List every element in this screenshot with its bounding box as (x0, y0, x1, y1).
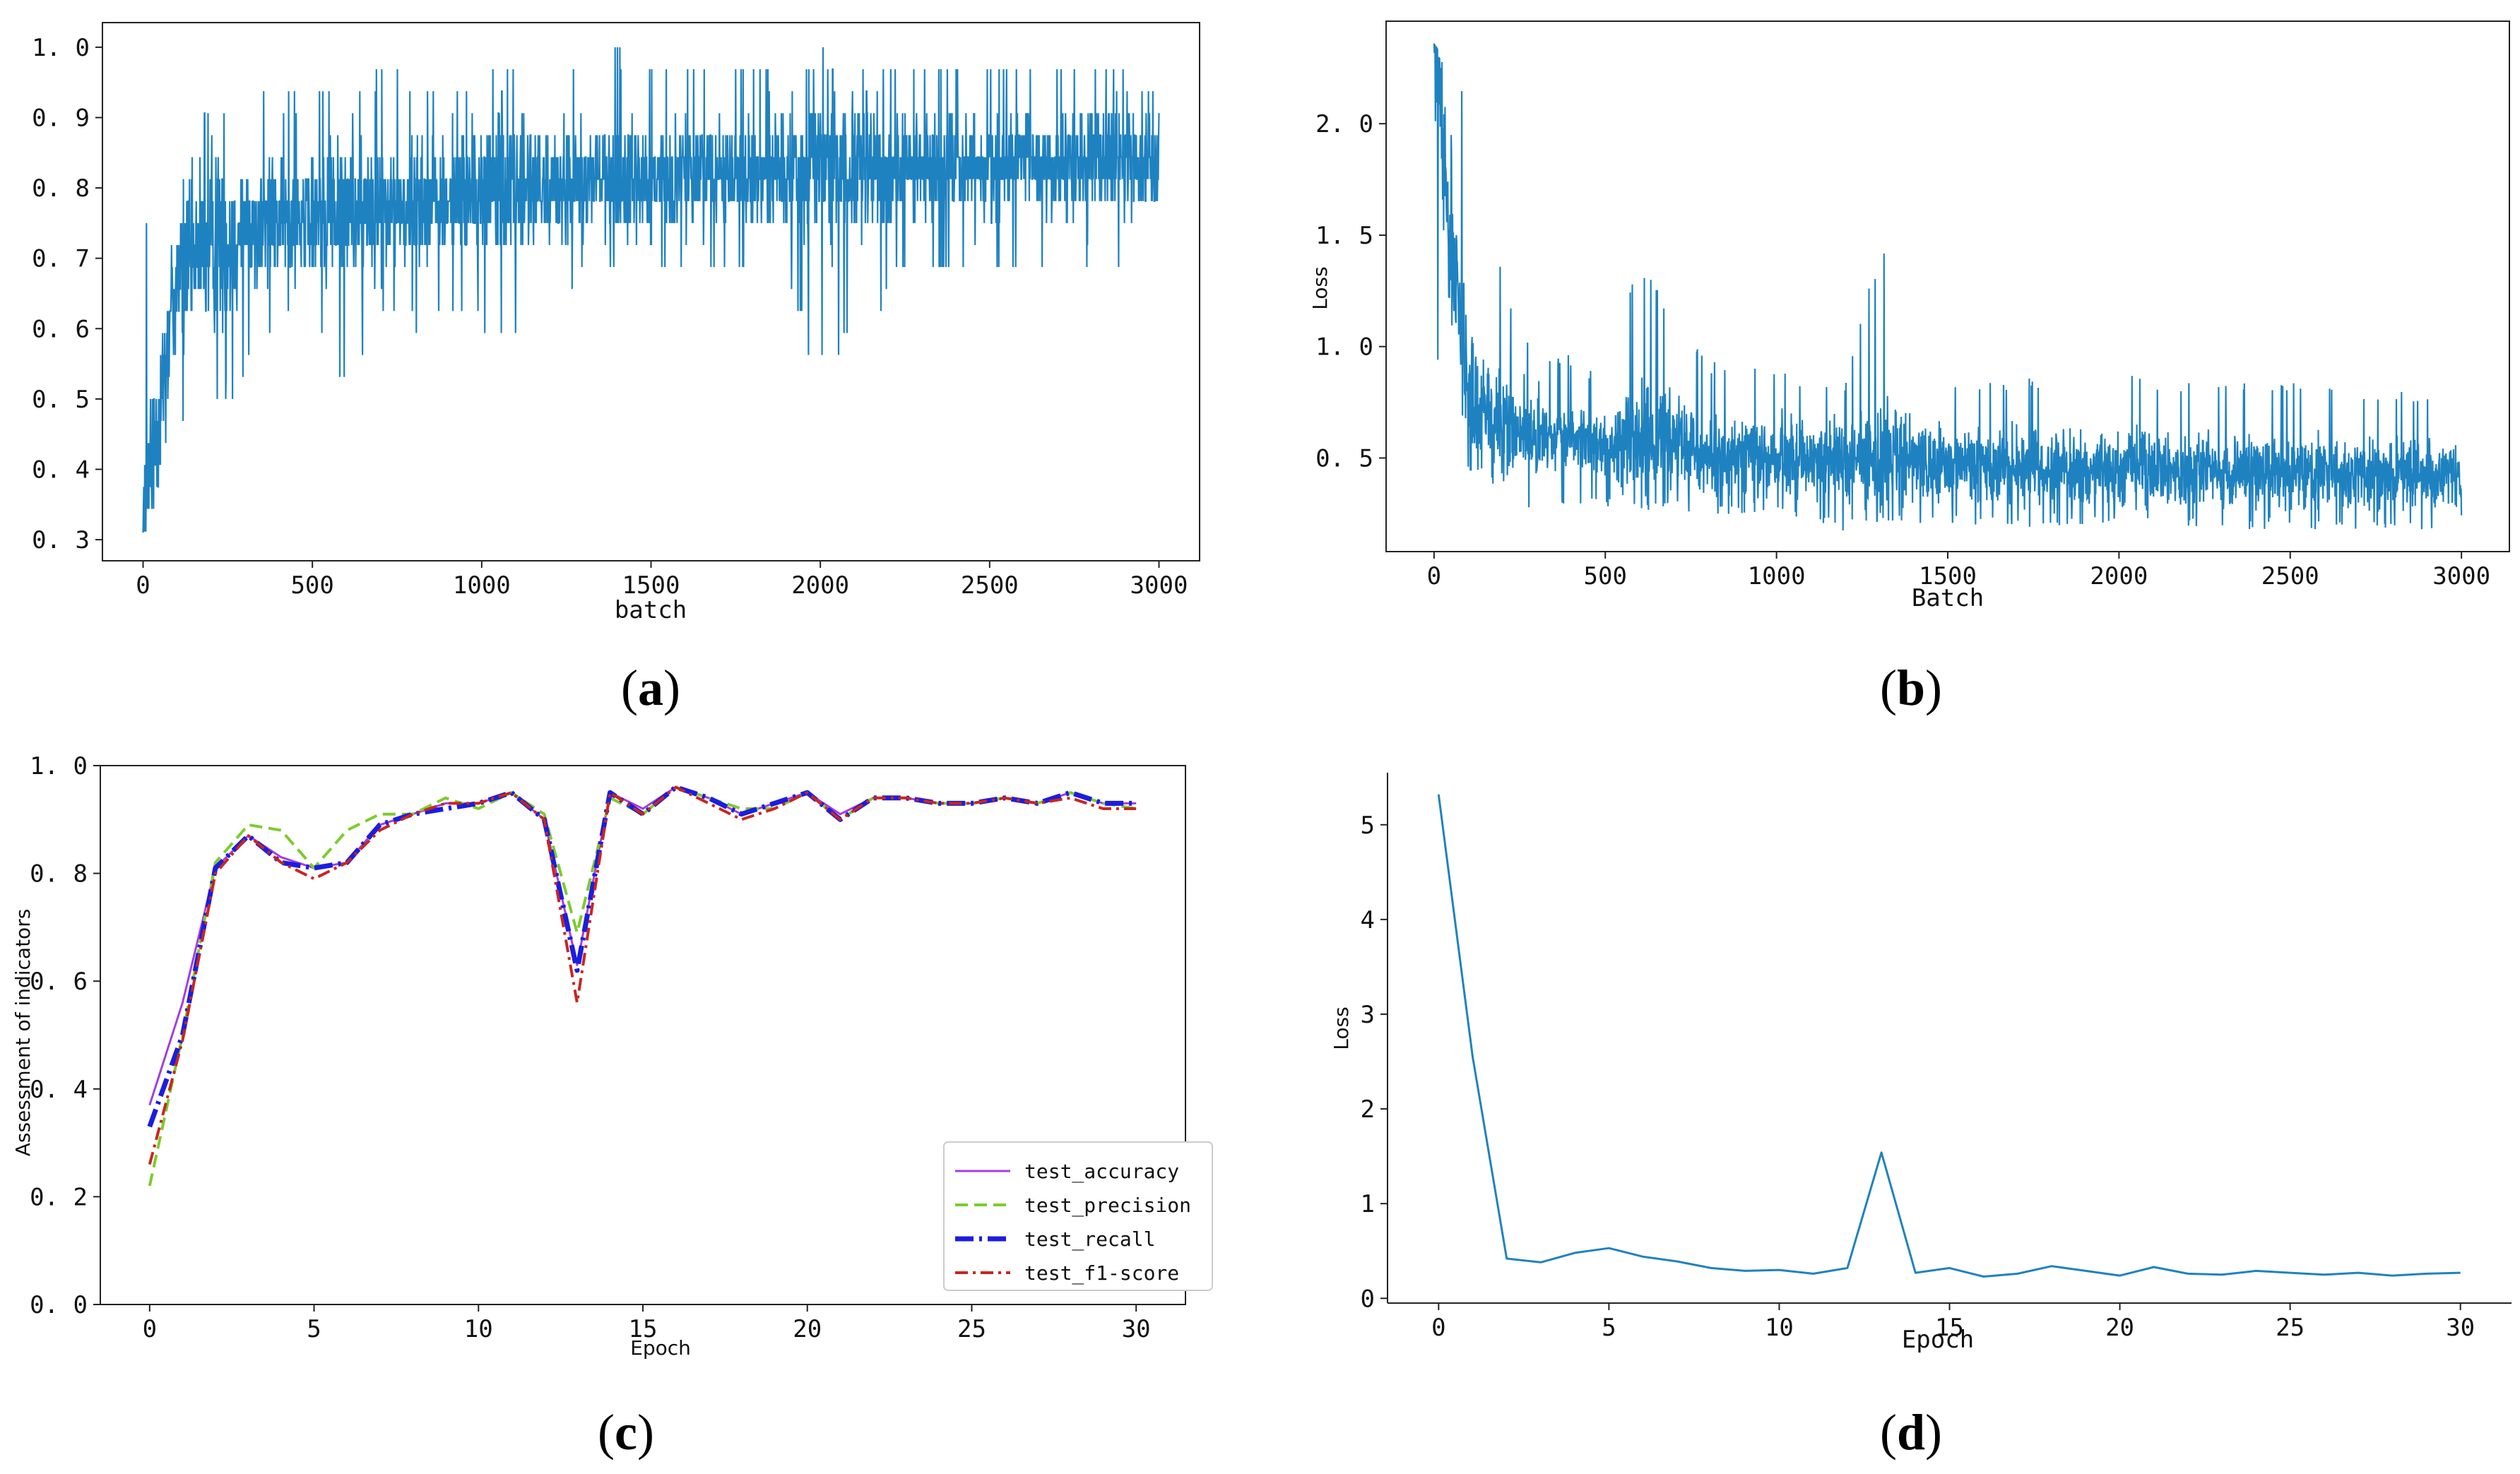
x-tick-label: 20 (2105, 1314, 2134, 1342)
series-c (147, 785, 1137, 1187)
x-tick-label: 1000 (1748, 562, 1806, 590)
x-tick-label: 10 (464, 1315, 493, 1343)
y-tick-label: 0. 0 (30, 1291, 88, 1319)
series-line-test_f1-score (148, 785, 1137, 1165)
panel-d-epoch-loss-chart: 0 5 10 15 20 25 30 0 1 2 3 4 5 Epoch Loss (d) (1330, 773, 2512, 1461)
x-tick-label: 500 (1584, 562, 1627, 590)
legend-label-test_recall: test_recall (1024, 1228, 1155, 1252)
y-ticks-c: 0. 0 0. 2 0. 4 0. 6 0. 8 1. 0 (30, 752, 100, 1319)
legend-label-test_f1-score: test_f1-score (1024, 1261, 1179, 1285)
x-tick-label: 15 (1935, 1314, 1964, 1342)
batch-series-line (142, 47, 1160, 533)
legend-label-test_precision: test_precision (1024, 1194, 1191, 1218)
y-ticks-d: 0 1 2 3 4 5 (1361, 812, 1388, 1313)
x-tick-label: 15 (629, 1315, 658, 1343)
x-tick-label: 3000 (1130, 571, 1188, 600)
x-tick-label: 3000 (2432, 562, 2490, 590)
y-tick-label: 1. 0 (30, 752, 88, 780)
x-tick-label: 10 (1765, 1314, 1794, 1342)
x-tick-label: 30 (2446, 1314, 2475, 1342)
legend-label-test_accuracy: test_accuracy (1024, 1160, 1179, 1184)
panel-c-test-metrics-chart: 0 5 10 15 20 25 30 0. 0 0. 2 0. 4 0. 6 0. 8 1. 0 Ep… (11, 752, 1213, 1461)
x-tick-label: 0 (1427, 562, 1441, 590)
x-tick-label: 5 (1602, 1314, 1616, 1342)
y-axis-label-c: Assessment of indicators (11, 909, 35, 1157)
y-tick-label: 0. 8 (30, 860, 88, 888)
y-tick-label: 0. 4 (32, 456, 90, 485)
y-tick-label: 0. 4 (30, 1076, 88, 1104)
x-tick-label: 30 (1122, 1315, 1151, 1343)
x-tick-label: 25 (957, 1315, 986, 1343)
series-a (142, 47, 1160, 533)
series-line-test_recall (147, 785, 1137, 1128)
series-line-test_precision (148, 785, 1137, 1187)
y-tick-label: 0. 8 (32, 174, 90, 203)
y-tick-label: 0. 9 (32, 104, 90, 132)
y-tick-label: 0. 3 (32, 526, 90, 554)
x-tick-label: 5 (307, 1315, 321, 1343)
y-tick-label: 0. 5 (1315, 444, 1373, 472)
x-ticks-b: 0 500 1000 1500 2000 2500 3000 (1427, 552, 2490, 590)
panel-label-b: (b) (1880, 660, 1942, 716)
y-tick-label: 0. 7 (32, 245, 90, 273)
y-tick-label: 3 (1361, 1001, 1375, 1029)
x-ticks-d: 0 5 10 15 20 25 30 (1431, 1303, 2475, 1342)
y-tick-label: 0 (1361, 1285, 1375, 1313)
x-axis-label-d: Epoch (1902, 1326, 1974, 1354)
y-tick-label: 1. 0 (32, 34, 90, 62)
batch-series-line (1433, 43, 2463, 530)
x-tick-label: 2000 (2090, 562, 2148, 590)
x-tick-label: 2500 (2261, 562, 2319, 590)
series-d (1437, 794, 2461, 1278)
y-axis-label-b: Loss (1308, 266, 1332, 309)
x-axis-label-b: Batch (1912, 584, 1984, 612)
y-ticks-a: 0. 3 0. 4 0. 5 0. 6 0. 7 0. 8 0. 9 1. 0 (32, 34, 102, 554)
y-tick-label: 0. 6 (32, 315, 90, 343)
x-tick-label: 1000 (453, 571, 511, 600)
y-tick-label: 2. 0 (1315, 110, 1373, 138)
x-tick-label: 2500 (961, 571, 1019, 600)
x-tick-label: 2000 (791, 571, 849, 600)
y-tick-label: 2 (1361, 1095, 1375, 1124)
x-ticks-c: 0 5 10 15 20 25 30 (143, 1304, 1151, 1343)
y-tick-label: 0. 6 (30, 968, 88, 996)
epoch-loss-line (1437, 794, 2461, 1278)
y-tick-label: 4 (1361, 906, 1375, 934)
y-ticks-b: 0. 5 1. 0 1. 5 2. 0 (1315, 110, 1386, 472)
x-tick-label: 25 (2276, 1314, 2305, 1342)
x-tick-label: 500 (290, 571, 333, 600)
x-tick-label: 0 (143, 1315, 157, 1343)
panel-b-batch-loss-chart: 0 500 1000 1500 2000 2500 3000 0. 5 1. 0 1. 5 2. … (1308, 20, 2510, 716)
panel-label-c: (c) (598, 1404, 654, 1461)
x-tick-label: 1500 (622, 571, 680, 600)
y-axis-label-d: Loss (1330, 1006, 1353, 1050)
y-tick-label: 5 (1361, 812, 1375, 840)
y-tick-label: 0. 5 (32, 386, 90, 414)
x-tick-label: 1500 (1919, 562, 1977, 590)
x-tick-label: 0 (136, 571, 150, 600)
panel-a-batch-accuracy-chart: 0 500 1000 1500 2000 2500 3000 0. 30. 40. 50. … (32, 22, 1200, 716)
legend-c: test_accuracy test_precision test_recallte… (943, 1141, 1213, 1291)
x-ticks-a: 0 500 1000 1500 2000 2500 3000 (136, 561, 1188, 600)
y-tick-label: 1 (1361, 1190, 1375, 1218)
series-b (1433, 43, 2463, 530)
x-axis-label-c: Epoch (630, 1336, 691, 1360)
x-tick-label: 0 (1431, 1314, 1445, 1342)
panel-label-d: (d) (1880, 1404, 1942, 1461)
y-tick-label: 1. 5 (1315, 222, 1373, 250)
panel-label-a: (a) (621, 660, 680, 716)
y-tick-label: 0. 2 (30, 1183, 88, 1211)
x-axis-label-a: batch (615, 596, 687, 624)
x-tick-label: 20 (793, 1315, 822, 1343)
y-tick-label: 1. 0 (1315, 333, 1373, 362)
